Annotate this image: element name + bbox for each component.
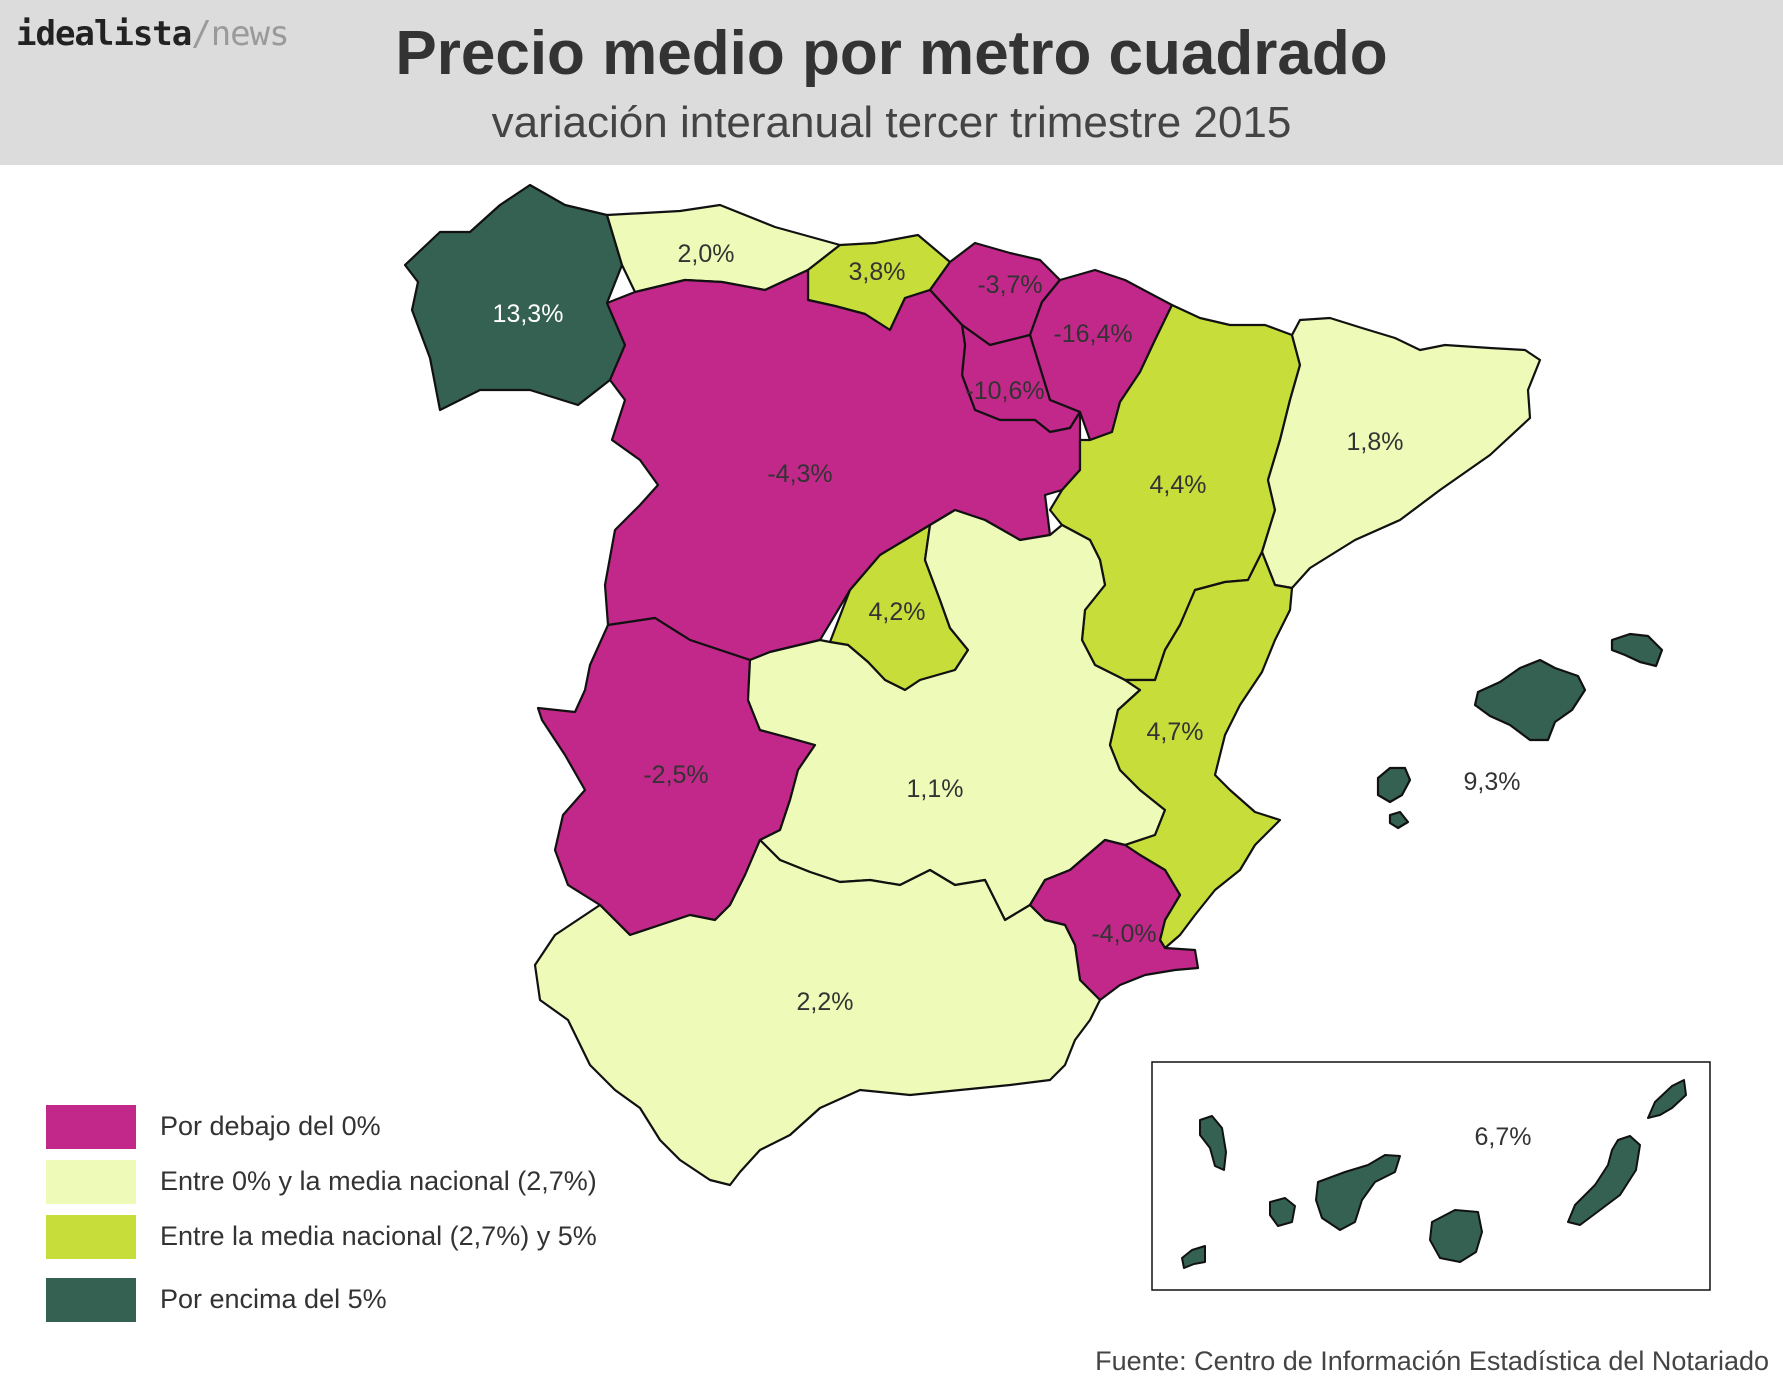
- legend-swatch: [46, 1215, 136, 1259]
- label-castilla-y-leon: -4,3%: [767, 460, 832, 488]
- region-galicia: [403, 183, 627, 412]
- label-cataluna: 1,8%: [1347, 428, 1404, 456]
- header-banner: idealista/news Precio medio por metro cu…: [0, 0, 1783, 165]
- label-asturias: 2,0%: [678, 240, 735, 268]
- label-murcia: -4,0%: [1091, 920, 1156, 948]
- label-extremadura: -2,5%: [643, 761, 708, 789]
- region-baleares-ibiza: [1376, 766, 1412, 804]
- legend-label: Entre la media nacional (2,7%) y 5%: [160, 1221, 597, 1251]
- region-canarias-la-gomera: [1269, 1197, 1296, 1227]
- region-canarias-lanzarote: [1647, 1079, 1687, 1119]
- region-canarias-tenerife: [1315, 1154, 1401, 1231]
- legend-label: Entre 0% y la media nacional (2,7%): [160, 1166, 597, 1196]
- region-canarias-la-palma: [1199, 1115, 1227, 1171]
- region-baleares-formentera: [1388, 810, 1410, 830]
- label-comunidad-valenciana: 4,7%: [1147, 718, 1204, 746]
- region-baleares-menorca: [1610, 632, 1664, 668]
- map-title: Precio medio por metro cuadrado: [395, 19, 1388, 88]
- region-canarias-gran-canaria: [1429, 1209, 1483, 1263]
- label-canarias: 6,7%: [1475, 1123, 1532, 1151]
- source-note: Fuente: Centro de Información Estadístic…: [1095, 1346, 1769, 1376]
- legend-swatch: [46, 1160, 136, 1204]
- region-canarias-fuerteventura: [1567, 1135, 1641, 1226]
- region-baleares-mallorca: [1473, 658, 1587, 742]
- region-cataluna: [1260, 316, 1542, 590]
- legend-label: Por encima del 5%: [160, 1284, 387, 1314]
- label-la-rioja: -10,6%: [965, 377, 1044, 405]
- label-baleares: 9,3%: [1464, 768, 1521, 796]
- label-aragon: 4,4%: [1150, 471, 1207, 499]
- label-pais-vasco: -3,7%: [977, 271, 1042, 299]
- legend-label: Por debajo del 0%: [160, 1111, 381, 1141]
- region-canarias-el-hierro: [1181, 1245, 1206, 1269]
- legend-swatch: [46, 1105, 136, 1149]
- label-andalucia: 2,2%: [797, 988, 854, 1016]
- label-galicia: 13,3%: [493, 300, 564, 328]
- label-madrid: 4,2%: [869, 598, 926, 626]
- region-andalucia: [533, 838, 1102, 1187]
- label-cantabria: 3,8%: [849, 258, 906, 286]
- brand-logo: idealista/news: [16, 14, 290, 54]
- region-value-labels: 13,3% 2,0% 3,8% -3,7% -16,4% -10,6% -4,3…: [493, 240, 1532, 1151]
- label-navarra: -16,4%: [1053, 320, 1132, 348]
- spain-map: 13,3% 2,0% 3,8% -3,7% -16,4% -10,6% -4,3…: [403, 183, 1711, 1291]
- label-castilla-la-mancha: 1,1%: [907, 775, 964, 803]
- map-subtitle: variación interanual tercer trimestre 20…: [491, 98, 1292, 147]
- legend-swatch: [46, 1278, 136, 1322]
